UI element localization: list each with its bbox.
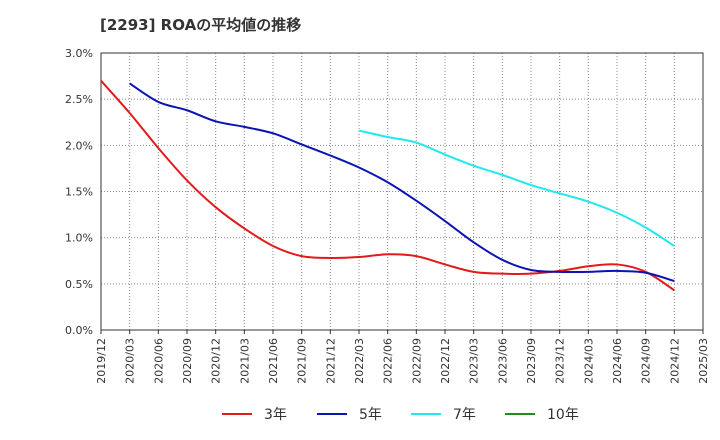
series-line-3 [358,129,675,247]
chart-title: [2293] ROAの平均値の推移 [100,16,301,34]
y-tick-label: 3.0% [65,47,93,60]
legend-label-3: 7年 [453,407,476,423]
plot-area: 0.0% 0.5% 1.0% 1.5% 2.0% 2.5% 3.0% 2019/12 2020/… [65,47,710,384]
x-tick-label: 2024/06 [611,338,624,384]
x-tick-label: 2020/09 [181,338,194,384]
x-tick-label: 2023/09 [525,338,538,384]
y-tick-label: 0.0% [65,324,93,337]
x-tick-label: 2023/06 [496,338,509,384]
series-line-1 [100,80,675,292]
x-tick-label: 2019/12 [95,338,108,384]
legend-label-2: 5年 [359,407,382,423]
x-tick-label: 2024/03 [582,338,595,384]
x-tick-label: 2020/03 [124,338,137,384]
x-tick-label: 2024/12 [668,338,681,384]
x-tick-label: 2021/06 [267,338,280,384]
y-tick-label: 2.5% [65,93,93,106]
series-line-2 [129,82,675,283]
x-tick-label: 2022/09 [410,338,423,384]
x-tick-label: 2021/09 [296,338,309,384]
y-tick-label: 2.0% [65,139,93,152]
y-tick-label: 0.5% [65,278,93,291]
x-tick-label: 2022/03 [353,338,366,384]
x-tick-label: 2022/12 [439,338,452,384]
x-tick-label: 2022/06 [382,338,395,384]
x-tick-label: 2024/09 [640,338,653,384]
x-tick-label: 2021/03 [238,338,251,384]
x-tick-label: 2023/12 [554,338,567,384]
x-tick-label: 2021/12 [324,338,337,384]
legend: 3年 5年 7年 10年 [222,407,579,423]
legend-label-4: 10年 [547,407,579,423]
y-tick-label: 1.5% [65,186,93,199]
x-tick-label: 2020/12 [210,338,223,384]
x-tick-label: 2025/03 [697,338,710,384]
x-tick-label: 2023/03 [468,338,481,384]
y-tick-label: 1.0% [65,232,93,245]
x-tick-label: 2020/06 [152,338,165,384]
plot-frame [100,52,704,331]
legend-label-1: 3年 [264,407,287,423]
